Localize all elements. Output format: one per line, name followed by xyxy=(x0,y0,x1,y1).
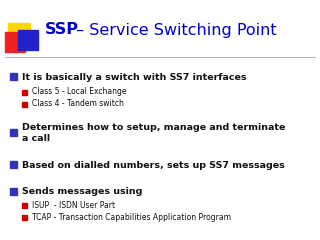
Text: Class 4 - Tandem switch: Class 4 - Tandem switch xyxy=(32,100,124,108)
Bar xyxy=(10,188,17,195)
Bar xyxy=(10,161,17,168)
Text: SSP: SSP xyxy=(45,23,79,37)
Text: TCAP - Transaction Capabilities Application Program: TCAP - Transaction Capabilities Applicat… xyxy=(32,212,231,222)
Text: It is basically a switch with SS7 interfaces: It is basically a switch with SS7 interf… xyxy=(22,72,246,82)
Bar xyxy=(18,30,38,50)
Bar xyxy=(22,102,27,107)
Text: Based on dialled numbers, sets up SS7 messages: Based on dialled numbers, sets up SS7 me… xyxy=(22,161,285,169)
Bar xyxy=(22,203,27,208)
Bar xyxy=(10,73,17,80)
Text: Determines how to setup, manage and terminate
a call: Determines how to setup, manage and term… xyxy=(22,123,285,144)
Text: Sends messages using: Sends messages using xyxy=(22,187,142,197)
Text: Class 5 - Local Exchange: Class 5 - Local Exchange xyxy=(32,88,126,96)
Text: ISUP  - ISDN User Part: ISUP - ISDN User Part xyxy=(32,200,115,210)
Bar xyxy=(5,32,25,52)
Bar xyxy=(10,129,17,136)
Text: – Service Switching Point: – Service Switching Point xyxy=(71,23,276,37)
Bar xyxy=(22,90,27,95)
Bar xyxy=(8,23,30,45)
Bar xyxy=(22,215,27,220)
